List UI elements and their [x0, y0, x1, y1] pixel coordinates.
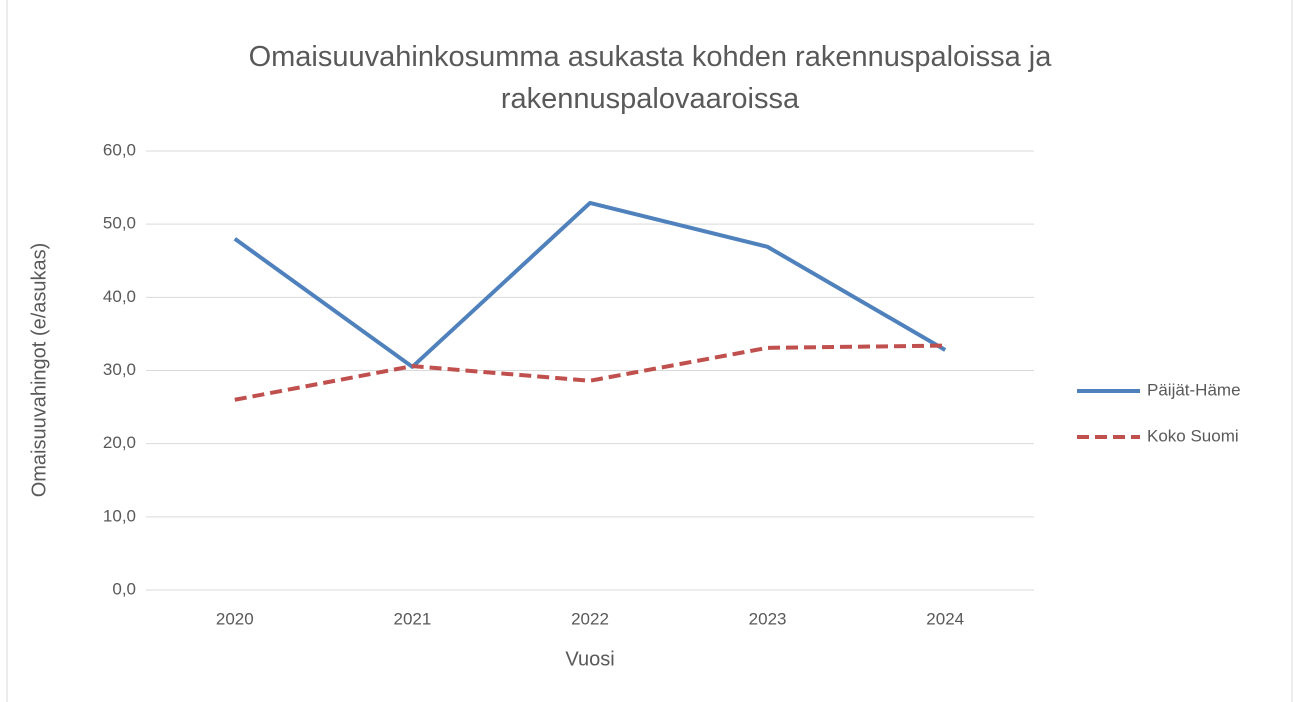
y-tick-label: 0,0 — [112, 579, 136, 598]
y-tick-label: 40,0 — [103, 287, 136, 306]
legend-label: Koko Suomi — [1147, 426, 1239, 445]
x-tick-label: 2024 — [926, 609, 964, 628]
y-axis-label: Omaisuuvahingot (e/asukas) — [28, 243, 50, 498]
x-tick-label: 2020 — [216, 609, 254, 628]
series-line — [234, 343, 946, 402]
y-tick-label: 50,0 — [103, 214, 136, 233]
y-tick-label: 20,0 — [103, 433, 136, 452]
series-line — [233, 200, 947, 369]
chart-title: Omaisuuvahinkosumma asukasta kohden rake… — [248, 41, 1052, 115]
y-tick-label: 30,0 — [103, 360, 136, 379]
y-tick-label: 60,0 — [103, 140, 136, 159]
legend-label: Päijät-Häme — [1147, 380, 1241, 399]
x-axis-label: Vuosi — [565, 648, 614, 670]
chart-border — [6, 0, 1293, 702]
x-tick-label: 2021 — [393, 609, 431, 628]
x-tick-label: 2023 — [749, 609, 787, 628]
x-tick-label: 2022 — [571, 609, 609, 628]
y-tick-label: 10,0 — [103, 506, 136, 525]
